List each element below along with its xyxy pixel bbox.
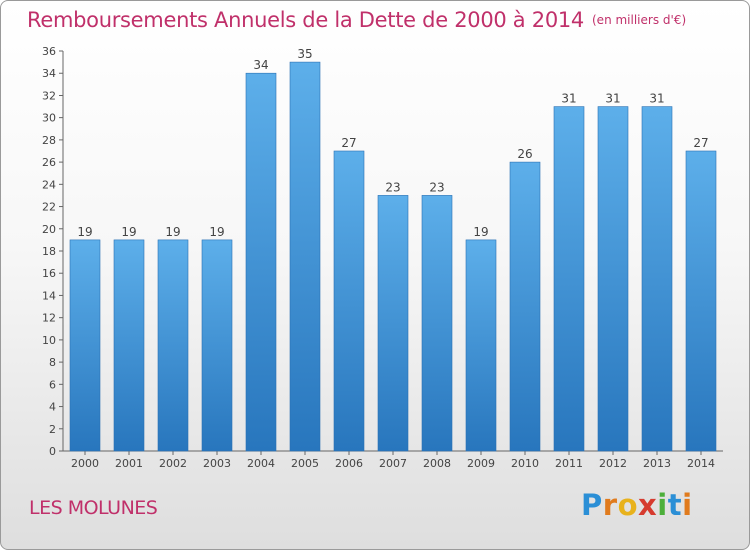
y-tick-label: 18	[42, 245, 56, 258]
bars	[69, 61, 717, 452]
data-label-2011: 31	[561, 92, 576, 106]
data-label-2006: 27	[341, 136, 356, 150]
y-tick-label: 20	[42, 223, 56, 236]
x-tick-label-2005: 2005	[291, 457, 319, 470]
data-label-2008: 23	[429, 180, 444, 194]
chart-subtitle: (en milliers d'€)	[592, 13, 687, 27]
y-tick-label: 34	[42, 67, 56, 80]
y-tick-label: 26	[42, 156, 56, 169]
bar-2009	[465, 239, 497, 452]
x-tick-label-2007: 2007	[379, 457, 407, 470]
bar-2013	[641, 106, 673, 452]
brand-letter: x	[638, 488, 658, 522]
bar-2005	[289, 61, 321, 452]
x-tick-label-2013: 2013	[643, 457, 671, 470]
y-tick-label: 30	[42, 112, 56, 125]
chart-title: Remboursements Annuels de la Dette de 20…	[27, 8, 686, 32]
y-tick-label: 28	[42, 134, 56, 147]
bar-2010	[509, 161, 541, 452]
y-tick-label: 4	[49, 401, 56, 414]
commune-name: LES MOLUNES	[29, 497, 158, 519]
y-tick-label: 36	[42, 45, 56, 58]
brand-letter: r	[602, 488, 618, 522]
data-label-2001: 19	[121, 225, 136, 239]
x-tick-label-2004: 2004	[247, 457, 275, 470]
y-tick-label: 0	[49, 445, 56, 458]
proxiti-logo: Proxiti	[581, 488, 693, 522]
x-tick-label-2001: 2001	[115, 457, 143, 470]
data-label-2002: 19	[165, 225, 180, 239]
data-label-2003: 19	[209, 225, 224, 239]
y-tick-label: 8	[49, 356, 56, 369]
y-tick-label: 22	[42, 201, 56, 214]
y-tick-label: 10	[42, 334, 56, 347]
chart-title-text: Remboursements Annuels de la Dette de 20…	[27, 8, 584, 32]
bar-2000	[69, 239, 101, 452]
bar-2008	[421, 195, 453, 452]
brand-letter: o	[617, 488, 639, 522]
x-tick-label-2009: 2009	[467, 457, 495, 470]
bar-2012	[597, 106, 629, 452]
brand-letter: i	[682, 488, 693, 522]
x-tick-label-2000: 2000	[71, 457, 99, 470]
y-tick-label: 2	[49, 423, 56, 436]
bar-2003	[201, 239, 233, 452]
data-label-2012: 31	[605, 92, 620, 106]
y-tick-label: 6	[49, 378, 56, 391]
bar-2007	[377, 195, 409, 452]
data-label-2013: 31	[649, 92, 664, 106]
x-tick-label-2003: 2003	[203, 457, 231, 470]
data-label-2000: 19	[77, 225, 92, 239]
data-label-2010: 26	[517, 147, 532, 161]
data-label-2009: 19	[473, 225, 488, 239]
y-tick-label: 12	[42, 312, 56, 325]
bar-2001	[113, 239, 145, 452]
brand-letter: P	[581, 488, 603, 522]
y-tick-label: 32	[42, 89, 56, 102]
data-label-2007: 23	[385, 180, 400, 194]
brand-letter: t	[667, 488, 683, 522]
x-tick-label-2008: 2008	[423, 457, 451, 470]
bar-2014	[685, 150, 717, 452]
y-tick-label: 14	[42, 289, 56, 302]
brand-letter: i	[657, 488, 668, 522]
bar-2002	[157, 239, 189, 452]
y-tick-label: 16	[42, 267, 56, 280]
data-label-2014: 27	[693, 136, 708, 150]
x-tick-label-2014: 2014	[687, 457, 715, 470]
data-label-2005: 35	[297, 47, 312, 61]
x-tick-label-2012: 2012	[599, 457, 627, 470]
data-label-2004: 34	[253, 58, 268, 72]
bar-2006	[333, 150, 365, 452]
y-tick-label: 24	[42, 178, 56, 191]
bar-2011	[553, 106, 585, 452]
x-tick-label-2010: 2010	[511, 457, 539, 470]
labels: 19 19 19 19 34 35 27 23 23 19 26 31 31 31 27	[77, 47, 708, 239]
bar-2004	[245, 72, 277, 452]
x-tick-label-2002: 2002	[159, 457, 187, 470]
x-tick-label-2006: 2006	[335, 457, 363, 470]
x-tick-label-2011: 2011	[555, 457, 583, 470]
